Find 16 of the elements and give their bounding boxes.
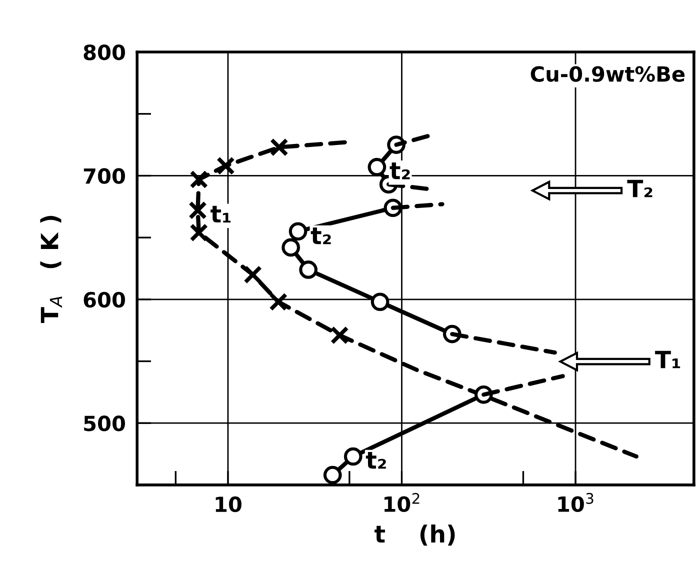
x-tick-label: 10$^{2}$ [384,492,420,512]
y-tick-label: 800 [84,44,126,60]
annotation: t₁ [210,206,231,223]
annotation: T₂ [627,180,652,198]
annotation: t₂ [310,227,331,244]
x-tick-label: 10$^{3}$ [558,492,594,512]
y-tick-label: 600 [84,292,126,308]
annotation: T₁ [655,350,680,368]
annotation: t₂ [366,452,386,469]
y-tick-label: 500 [84,416,126,432]
annotation: Cu-0.9wt%Be [530,66,685,82]
annotation: t₂ [390,162,410,180]
text: T$_{A}$ ( K ) [40,216,62,324]
y-tick-label: 700 [84,168,126,184]
x-axis-title: t (h) [374,524,455,546]
x-tick-label: 10 [216,496,242,512]
